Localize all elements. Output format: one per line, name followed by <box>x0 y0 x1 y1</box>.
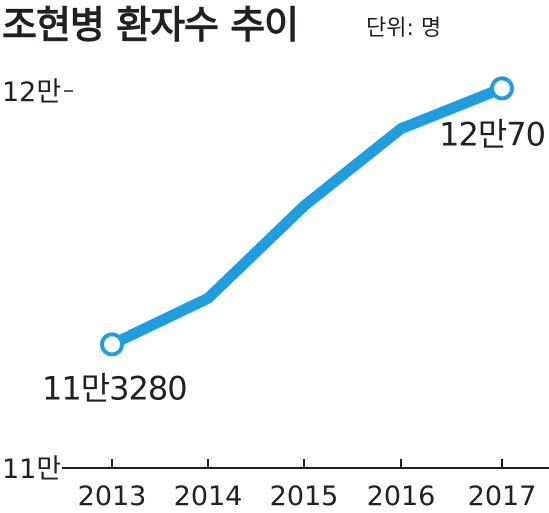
x-tick-label: 2014 <box>174 481 243 512</box>
unit-note: 단위: 명 <box>366 16 442 41</box>
x-tick-label: 2013 <box>78 481 147 512</box>
chart-title: 조현병 환자수 추이 <box>2 3 299 47</box>
data-label: 12만70 <box>439 115 545 153</box>
data-label: 11만3280 <box>42 369 187 407</box>
data-point-marker <box>100 332 124 357</box>
x-tick-label: 2017 <box>468 481 537 512</box>
y-tick-label: 11만 <box>2 454 61 485</box>
data-point-marker <box>490 76 514 101</box>
x-tick-label: 2015 <box>270 481 339 512</box>
y-tick-label: 12만 <box>2 77 61 108</box>
series-line <box>109 83 505 350</box>
x-tick-label: 2016 <box>367 481 436 512</box>
